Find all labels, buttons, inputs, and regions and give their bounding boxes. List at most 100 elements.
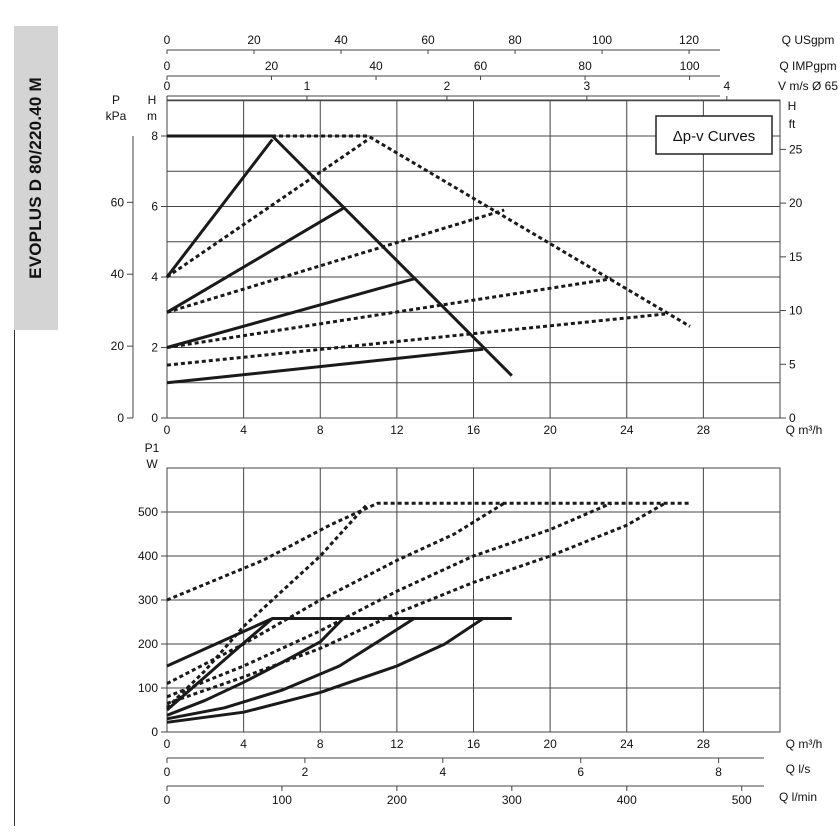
sidebar-tab [14, 26, 58, 330]
bottom-axis-tick-label: 4 [439, 765, 446, 779]
ft-tick-label: 25 [789, 142, 803, 156]
top-axis-tick-label: 20 [247, 33, 261, 47]
top-axis-tick-label: 60 [421, 33, 435, 47]
top-axis-tick-label: 0 [164, 59, 171, 73]
bottom-axis-tick-label: 100 [272, 793, 292, 807]
p1-tick-label: 400 [138, 549, 158, 563]
top-axis-tick-label: 40 [369, 59, 383, 73]
lower-curve-dotted-6 [165, 502, 370, 709]
top-axis-tick-label: 4 [723, 79, 730, 93]
bottom-axis-tick-label: 400 [617, 793, 637, 807]
lower-curve-dotted-8 [166, 501, 612, 699]
ft-tick-label: 15 [789, 250, 803, 264]
p1-tick-label: 300 [138, 593, 158, 607]
h-m-tick-label: 4 [151, 270, 158, 284]
bottom-axis-tick-label: 0 [164, 765, 171, 779]
upper-x-tick-label: 20 [543, 423, 557, 437]
p1-axis-unit: W [146, 457, 158, 471]
bottom-axis-tick-label: 8 [715, 765, 722, 779]
upper-x-tick-label: 8 [317, 423, 324, 437]
p1-tick-label: 200 [138, 637, 158, 651]
top-axis-tick-label: 0 [164, 33, 171, 47]
h-m-tick-label: 0 [151, 411, 158, 425]
kpa-tick-label: 40 [111, 267, 125, 281]
kpa-tick-label: 0 [117, 411, 124, 425]
upper-curve-dotted-5 [167, 134, 691, 328]
upper-x-tick-label: 12 [390, 423, 404, 437]
ft-tick-label: 20 [789, 196, 803, 210]
h-m-tick-label: 6 [151, 200, 158, 214]
bottom-axis-tick-label: 300 [502, 793, 522, 807]
upper-x-tick-label: 4 [240, 423, 247, 437]
bottom-axis-label: Q l/s [786, 762, 811, 776]
upper-x-tick-label: 28 [697, 423, 711, 437]
top-axis-tick-label: 100 [680, 59, 700, 73]
lower-x-tick-label: 28 [697, 737, 711, 751]
bottom-axis-tick-label: 500 [732, 793, 752, 807]
p1-tick-label: 100 [138, 681, 158, 695]
ft-tick-label: 10 [789, 304, 803, 318]
legend-label: Δp-v Curves [673, 128, 756, 145]
ft-axis-unit: ft [789, 117, 796, 131]
lower-x-tick-label: 16 [467, 737, 481, 751]
h-m-axis-unit: m [147, 109, 157, 123]
lower-x-axis-label: Q m³/h [786, 737, 823, 751]
lower-curve-solid-4 [166, 617, 484, 724]
lower-curve-solid-0 [166, 617, 512, 668]
lower-x-tick-label: 12 [390, 737, 404, 751]
upper-curve-solid-2 [166, 207, 344, 314]
bottom-axis-tick-label: 2 [302, 765, 309, 779]
lower-x-tick-label: 24 [620, 737, 634, 751]
top-axis-tick-label: 1 [304, 79, 311, 93]
top-axis-tick-label: 20 [265, 59, 279, 73]
upper-x-tick-label: 24 [620, 423, 634, 437]
top-axis-tick-label: 120 [679, 33, 699, 47]
lower-x-tick-label: 8 [317, 737, 324, 751]
upper-curve-dotted-7 [166, 208, 505, 314]
bottom-axis-tick-label: 0 [164, 793, 171, 807]
legend-box [655, 115, 773, 155]
top-axis-tick-label: 80 [578, 59, 592, 73]
upper-curve-solid-4 [166, 347, 484, 385]
upper-curve-solid-3 [166, 277, 415, 349]
lower-x-tick-label: 4 [240, 737, 247, 751]
kpa-tick-label: 60 [111, 195, 125, 209]
upper-x-tick-label: 16 [467, 423, 481, 437]
h-m-tick-label: 2 [151, 341, 158, 355]
upper-curve-dotted-8 [166, 277, 612, 349]
p1-axis-title: P1 [145, 441, 160, 455]
h-m-axis-title: H [148, 93, 157, 107]
lower-curve-dotted-7 [166, 501, 505, 685]
ft-tick-label: 0 [789, 411, 796, 425]
top-axis-tick-label: 80 [508, 33, 522, 47]
upper-curve-dotted-6 [166, 138, 369, 279]
top-axis-label: Q USgpm [782, 33, 835, 47]
upper-x-axis-label: Q m³/h [786, 423, 823, 437]
top-axis-tick-label: 60 [474, 59, 488, 73]
lower-curve-solid-1 [166, 617, 274, 712]
lower-curve-solid-2 [166, 617, 345, 717]
top-axis-label: V m/s Ø 65 [778, 79, 838, 93]
upper-x-tick-label: 0 [164, 423, 171, 437]
lower-x-tick-label: 20 [543, 737, 557, 751]
kpa-tick-label: 20 [111, 339, 125, 353]
h-m-tick-label: 8 [151, 129, 158, 143]
top-axis-tick-label: 3 [584, 79, 591, 93]
bottom-axis-label: Q l/min [779, 790, 817, 804]
kpa-axis-title: P [112, 93, 120, 107]
bottom-axis-tick-label: 6 [577, 765, 584, 779]
top-axis-tick-label: 40 [334, 33, 348, 47]
top-axis-tick-label: 100 [592, 33, 612, 47]
lower-curve-dotted-5 [166, 501, 690, 602]
upper-curve-solid-1 [165, 138, 274, 278]
sidebar-divider [14, 330, 15, 826]
bottom-axis-tick-label: 200 [387, 793, 407, 807]
lower-x-tick-label: 0 [164, 737, 171, 751]
top-axis-label: Q IMPgpm [779, 59, 836, 73]
p1-tick-label: 500 [138, 505, 158, 519]
top-axis-tick-label: 0 [164, 79, 171, 93]
ft-axis-title: H [788, 99, 797, 113]
ft-tick-label: 5 [789, 357, 796, 371]
top-axis-tick-label: 2 [444, 79, 451, 93]
kpa-axis-unit: kPa [106, 109, 127, 123]
